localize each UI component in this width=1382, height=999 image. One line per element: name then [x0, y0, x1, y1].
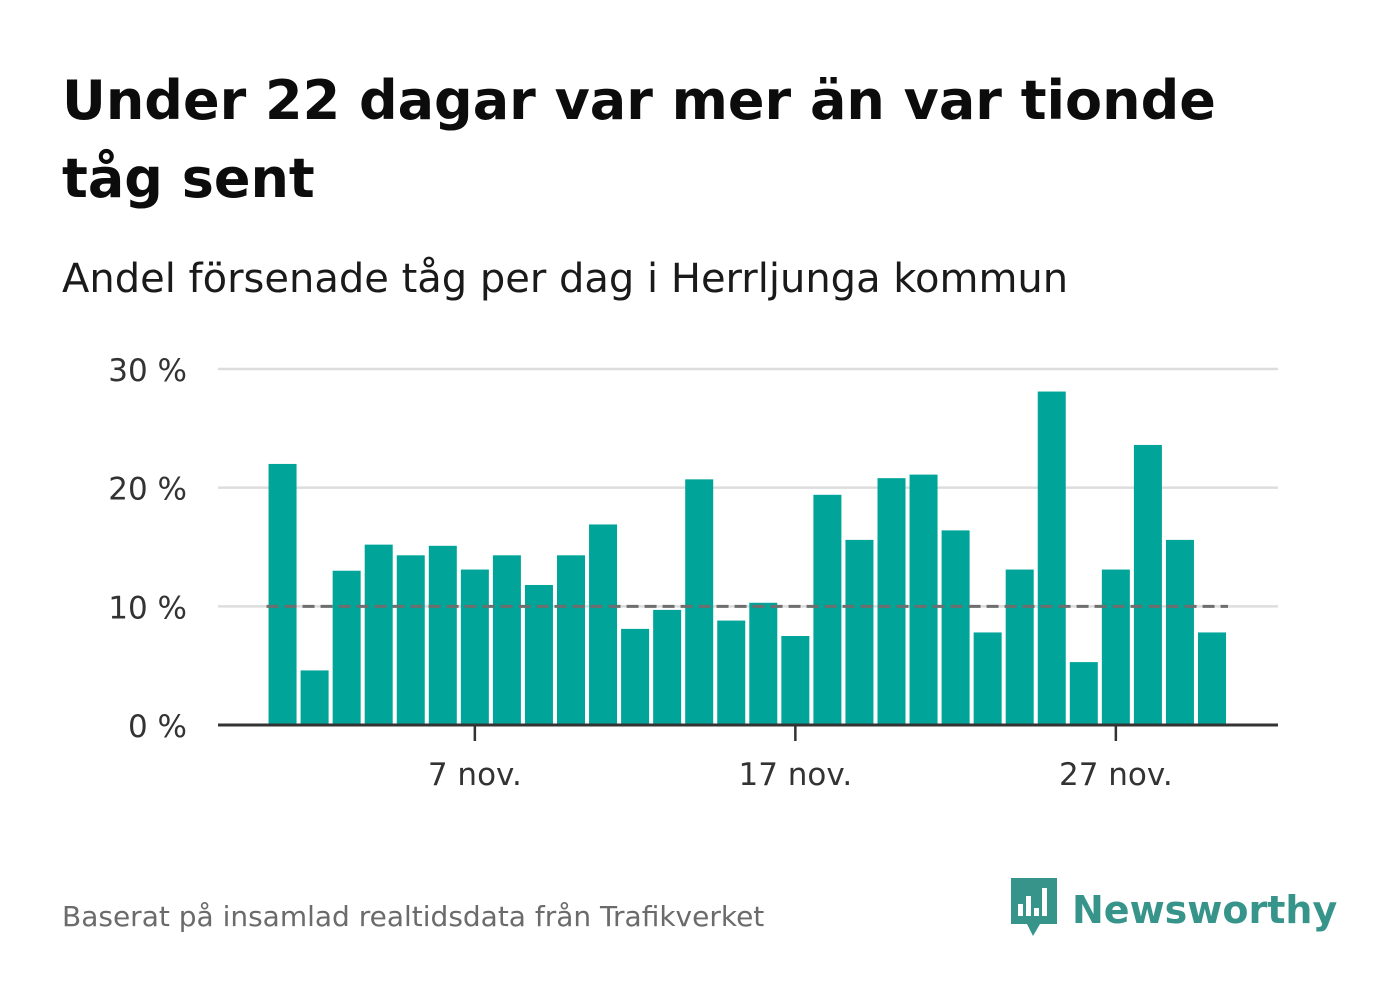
brand-name: Newsworthy [1072, 888, 1338, 932]
bar [1165, 539, 1194, 725]
x-tick-label: 27 nov. [1059, 757, 1173, 793]
bar [845, 539, 874, 725]
x-tick-label: 7 nov. [428, 757, 522, 793]
bar [492, 555, 521, 725]
y-tick-label: 20 % [108, 472, 187, 508]
axes: 0 % 10 % 20 % 30 % 7 nov. 17 nov. 27 nov. [108, 353, 1278, 793]
bar [621, 628, 650, 725]
brand-logo: Newsworthy [1008, 876, 1337, 944]
bar [268, 463, 297, 725]
bar [332, 570, 361, 725]
bar [428, 545, 457, 725]
bar [557, 555, 585, 725]
bar [749, 602, 778, 725]
y-tick-label: 0 % [128, 709, 187, 745]
y-tick-label: 10 % [108, 590, 187, 626]
bar [589, 524, 618, 725]
bar [877, 478, 906, 725]
bar [524, 584, 553, 725]
x-tick-label: 17 nov. [738, 757, 852, 793]
source-note: Baserat på insamlad realtidsdata från Tr… [62, 900, 765, 933]
bar [781, 636, 810, 725]
chart-title: Under 22 dagar var mer än var tionde tåg… [62, 69, 1216, 210]
bar [685, 479, 714, 725]
bar [364, 544, 393, 725]
bar [1005, 569, 1034, 725]
bar [653, 609, 682, 725]
bars [268, 391, 1226, 725]
bar [717, 620, 746, 725]
bar [909, 474, 938, 725]
bar [460, 569, 489, 725]
bar [1101, 569, 1130, 725]
bar [1198, 632, 1226, 725]
chart-subtitle: Andel försenade tåg per dag i Herrljunga… [62, 256, 1069, 302]
y-tick-label: 30 % [108, 353, 187, 389]
bar [300, 670, 329, 725]
bar [973, 632, 1002, 725]
bar [1037, 391, 1066, 725]
bar [1133, 444, 1162, 725]
bar [1069, 662, 1098, 725]
bar-chart-speech-bubble-icon [1008, 876, 1060, 944]
bar [396, 555, 425, 725]
bar [941, 530, 970, 725]
bar [813, 494, 842, 725]
